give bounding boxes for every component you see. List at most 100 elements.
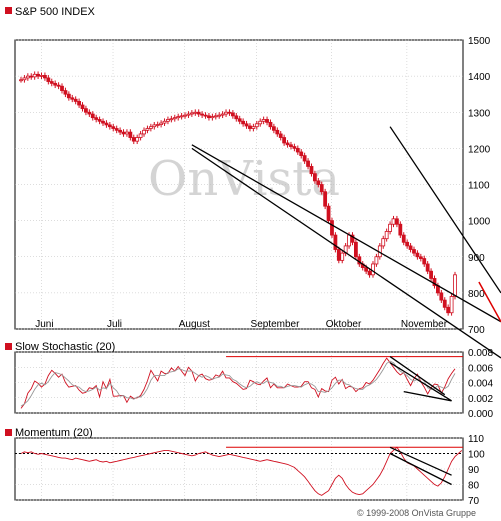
candle-body (248, 125, 252, 129)
candle-body (401, 234, 406, 243)
candle-body (43, 75, 47, 79)
candle-body (230, 112, 235, 117)
candle-body (432, 278, 437, 287)
candle-body (203, 114, 208, 117)
candle-body (73, 98, 78, 102)
y-tick-label: 0.008 (468, 348, 493, 359)
candle-body (302, 155, 307, 162)
y-tick-label: 700 (468, 325, 485, 336)
y-tick-label: 800 (468, 289, 485, 300)
candle-body (118, 129, 123, 133)
y-tick-label: 90 (468, 465, 480, 476)
x-tick-label: August (179, 319, 210, 330)
y-tick-label: 100 (468, 450, 485, 461)
candle-body (398, 223, 403, 236)
candle-body (268, 121, 273, 128)
y-tick-label: 900 (468, 253, 485, 264)
panel-title-marker (5, 429, 12, 436)
copyright-text: © 1999-2008 OnVista Gruppe (357, 508, 476, 518)
candle-body (217, 114, 222, 117)
y-tick-label: 0.000 (468, 409, 493, 420)
y-tick-label: 0.002 (468, 394, 493, 405)
x-tick-label: Oktober (326, 319, 362, 330)
candle-body (80, 104, 85, 110)
candle-body (53, 82, 58, 86)
candle-body (312, 173, 317, 182)
trendline-channel-upper (389, 126, 501, 294)
candle-body (364, 267, 369, 272)
trendline-stoch-lower (389, 362, 452, 402)
candle-body (282, 137, 287, 144)
candle-body (70, 97, 75, 100)
candle-body (19, 79, 23, 82)
candle-body (169, 118, 174, 121)
candle-body (210, 116, 215, 119)
candle-body (104, 122, 109, 126)
y-tick-label: 110 (468, 434, 484, 445)
candle-body (258, 120, 263, 125)
candle-body (319, 184, 324, 193)
candle-body (408, 245, 413, 250)
candle-body (306, 160, 310, 167)
candle-body (227, 111, 232, 114)
candle-body (97, 119, 102, 122)
candle-body (107, 124, 112, 128)
trendline-mom-upper (389, 446, 452, 476)
candle-body (159, 122, 164, 125)
y-tick-label: 0.004 (468, 379, 493, 390)
y-tick-label: 0.006 (468, 363, 493, 374)
candle-body (66, 93, 71, 99)
y-tick-label: 1500 (468, 36, 491, 47)
candle-body (25, 75, 30, 79)
candle-body (271, 126, 276, 131)
series-line-signal (20, 360, 456, 407)
candle-body (254, 123, 259, 128)
candle-body (114, 128, 119, 131)
trendline-stoch-upper (389, 356, 446, 396)
candle-body (125, 131, 129, 135)
candle-body (189, 112, 194, 115)
candle-body (142, 129, 146, 135)
candle-body (333, 234, 338, 250)
candle-body (285, 142, 290, 146)
candle-body (316, 180, 321, 185)
candle-body (371, 263, 375, 276)
candle-body (77, 101, 81, 106)
candle-body (439, 292, 444, 301)
candle-body (179, 115, 184, 118)
candle-body (261, 119, 266, 122)
candle-body (412, 249, 416, 254)
candle-body (39, 75, 44, 77)
candle-body (278, 133, 283, 138)
candle-body (145, 128, 150, 131)
trendline-stoch-base (403, 391, 452, 402)
candle-body (237, 118, 242, 122)
candle-body (442, 299, 447, 308)
series-line-main (20, 357, 456, 409)
candle-body (60, 85, 64, 91)
candle-body (292, 146, 297, 149)
y-tick-label: 70 (468, 496, 480, 507)
y-tick-label: 1400 (468, 72, 491, 83)
candle-body (176, 116, 181, 119)
candle-body (429, 270, 433, 279)
candle-body (135, 137, 140, 142)
candle-body (251, 126, 256, 129)
candle-body (213, 115, 218, 118)
panel-title: Slow Stochastic (20) (15, 341, 115, 353)
candle-body (22, 77, 27, 81)
candle-body (374, 256, 379, 265)
candle-body (275, 129, 280, 135)
trendline-channel-lower (191, 147, 501, 359)
trendline-mom-lower (389, 452, 452, 486)
candle-body (367, 270, 372, 276)
candle-body (405, 241, 410, 247)
candle-body (425, 263, 430, 272)
candle-body (121, 131, 126, 135)
series-line-main (20, 446, 463, 496)
candle-body (87, 111, 92, 115)
candle-body (49, 81, 54, 84)
candle-body (330, 220, 334, 236)
candle-body (56, 84, 61, 87)
